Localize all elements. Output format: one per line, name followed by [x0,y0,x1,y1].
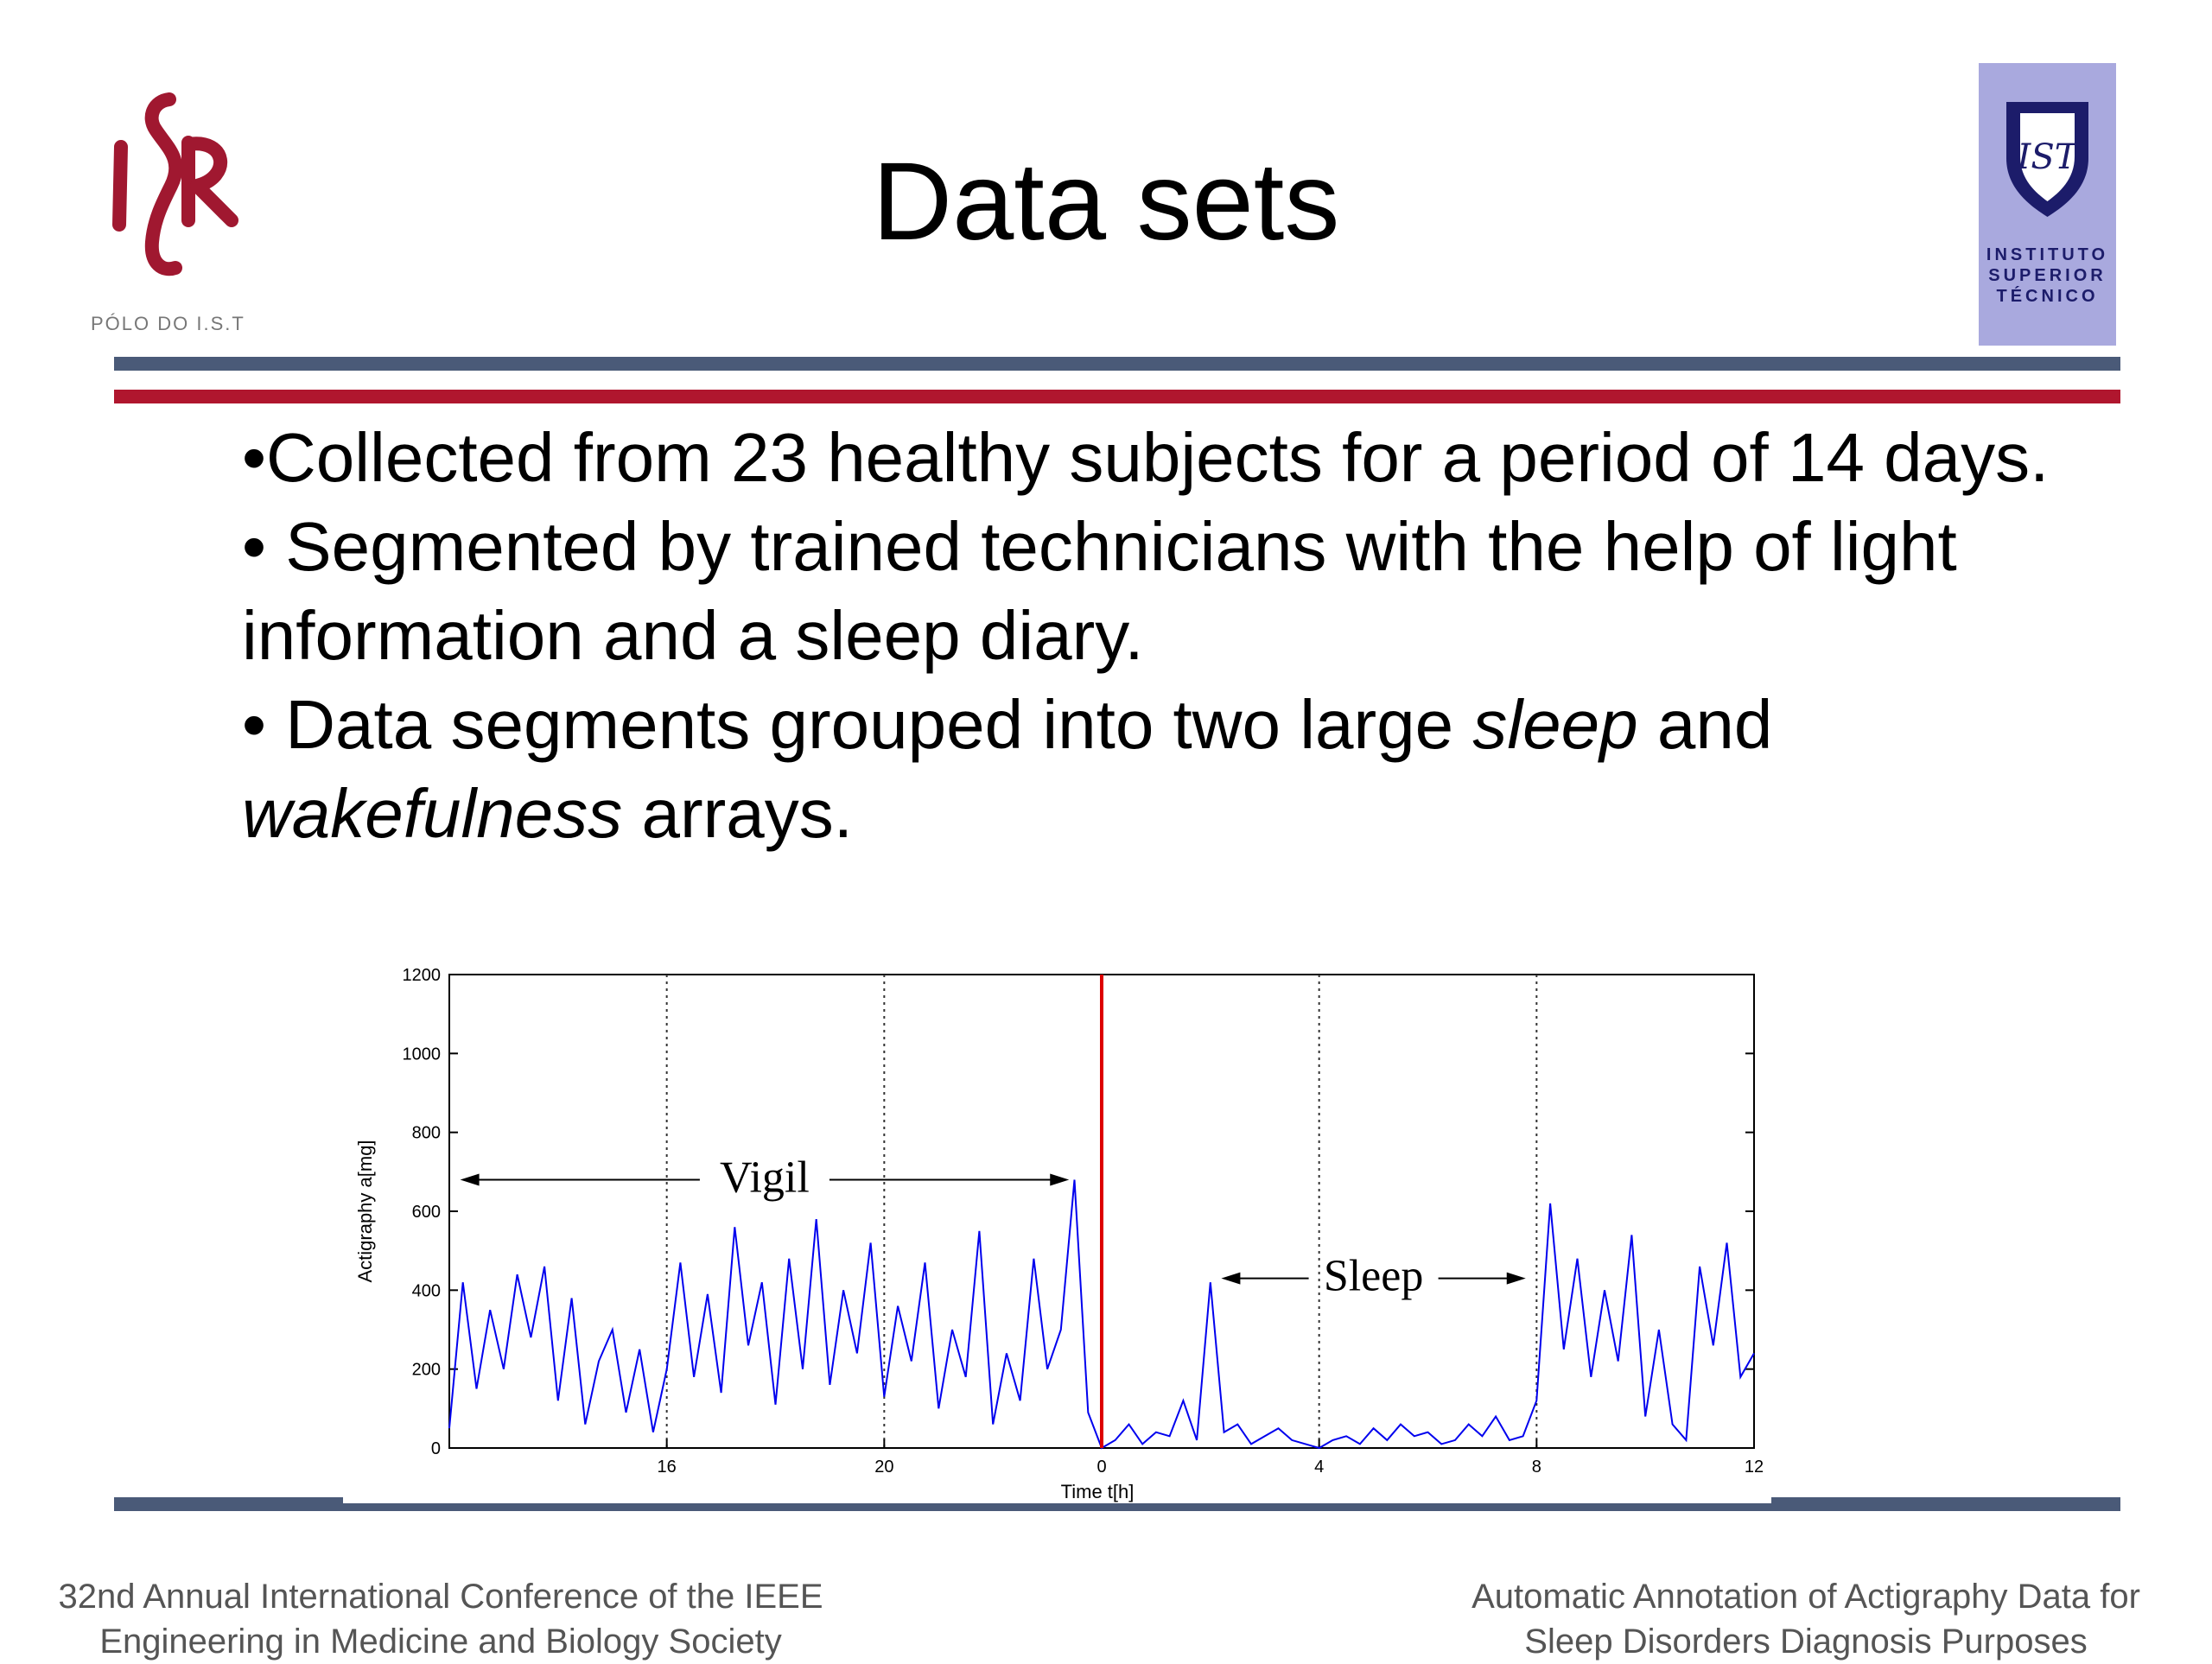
bullet-item: • Segmented by trained technicians with … [242,508,1957,674]
arrow-head-icon [460,1173,480,1186]
x-tick-label: 16 [658,1458,677,1477]
y-tick-label: 0 [431,1439,441,1458]
annotation-label: Vigil [720,1153,810,1202]
ist-shield-icon: IST [2006,102,2088,217]
x-axis-label: Time t[h] [1061,1481,1135,1502]
ist-logo: IST INSTITUTO SUPERIOR TÉCNICO [1979,63,2116,346]
logo-caption: PÓLO DO I.S.T [91,313,245,334]
header-rule-blue [114,357,2120,371]
svg-text:IST: IST [2017,137,2081,177]
footer-paper-title: Automatic Annotation of Actigraphy Data … [1471,1578,2140,1661]
slide-title: Data sets [872,140,1340,264]
footer-rule-mid [343,1503,1771,1511]
arrow-head-icon [1050,1173,1070,1186]
x-tick-label: 12 [1745,1458,1764,1477]
y-tick-label: 400 [412,1281,441,1300]
footer-conference: 32nd Annual International Conference of … [58,1578,823,1661]
arrow-head-icon [1506,1272,1526,1285]
footer-rule-right [1771,1497,2120,1511]
x-tick-label: 4 [1314,1458,1324,1477]
footer-rule-left [114,1497,343,1511]
bullet-item: •Collected from 23 healthy subjects for … [242,419,2050,496]
y-axis-label: Actigraphy a[mg] [354,1140,376,1282]
x-tick-label: 0 [1096,1458,1106,1477]
y-tick-label: 1200 [403,966,442,985]
x-tick-label: 20 [874,1458,893,1477]
isr-logo [112,92,238,276]
header-rule-red [114,390,2120,403]
ist-logo-text: INSTITUTO SUPERIOR TÉCNICO [1986,245,2109,306]
arrow-head-icon [1221,1272,1241,1285]
bullet-item: • Data segments grouped into two large s… [242,686,1773,852]
y-tick-label: 200 [412,1361,441,1380]
x-tick-label: 8 [1532,1458,1541,1477]
annotation-sleep: Sleep [1221,1252,1526,1301]
annotation-label: Sleep [1324,1252,1424,1301]
bullet-list: •Collected from 23 healthy subjects for … [242,413,2100,858]
y-tick-label: 600 [412,1203,441,1222]
y-tick-label: 800 [412,1124,441,1143]
y-tick-label: 1000 [403,1045,442,1064]
annotation-vigil: Vigil [460,1153,1070,1202]
